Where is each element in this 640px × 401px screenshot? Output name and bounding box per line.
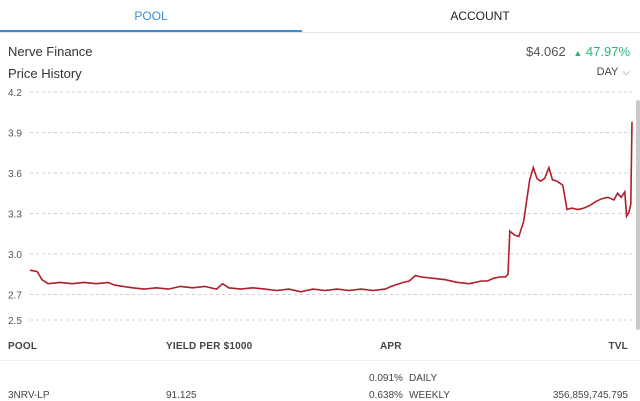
apr-weekly-label: WEEKLY <box>409 390 450 401</box>
tvl-value: 356,859,745.795 <box>552 390 628 401</box>
chart-subtitle: Price History <box>8 66 82 81</box>
y-tick-label: 3.3 <box>8 210 22 221</box>
token-name: Nerve Finance <box>8 44 93 59</box>
chevron-down-icon: ⌵ <box>622 67 630 78</box>
y-tick-label: 3.9 <box>8 129 22 140</box>
price-chart: 4.2 3.9 3.6 3.3 3.0 2.7 2.5 <box>8 88 633 327</box>
pool-name: 3NRV-LP <box>8 390 50 401</box>
y-tick-label: 3.6 <box>8 169 22 180</box>
column-header-pool[interactable]: POOL <box>8 341 38 352</box>
grid-lines <box>30 91 632 321</box>
apr-daily-label: DAILY <box>409 373 438 384</box>
chart-header: Price History DAY ⌵ <box>8 66 630 84</box>
column-header-tvl[interactable]: TVL <box>608 341 628 352</box>
tab-bar: POOL ACCOUNT <box>0 0 640 33</box>
apr-daily-value: 0.091% <box>369 373 403 384</box>
y-axis-ticks: 4.2 3.9 3.6 3.3 3.0 2.7 2.5 <box>8 88 22 327</box>
price-change: 47.97% <box>585 44 630 59</box>
series-line <box>29 121 633 293</box>
column-header-apr[interactable]: APR <box>380 341 402 352</box>
y-tick-label: 4.2 <box>8 88 22 99</box>
period-select[interactable]: DAY ⌵ <box>597 66 630 78</box>
triangle-up-icon: ▲ <box>573 48 583 58</box>
tab-pool[interactable]: POOL <box>0 0 302 32</box>
column-header-yield[interactable]: YIELD PER $1000 <box>166 341 253 352</box>
token-price: $4.062 <box>525 44 566 59</box>
y-tick-label: 3.0 <box>8 250 22 261</box>
yield-value: 91.125 <box>166 390 197 401</box>
y-tick-label: 2.7 <box>8 291 22 302</box>
token-header: Nerve Finance $4.062 ▲ 47.97% <box>8 44 630 62</box>
apr-weekly-value: 0.638% <box>369 390 403 401</box>
table-header: POOL YIELD PER $1000 APR TVL <box>0 336 640 361</box>
price-summary: $4.062 ▲ 47.97% <box>526 44 630 59</box>
y-tick-label: 2.5 <box>8 316 22 327</box>
tab-account[interactable]: ACCOUNT <box>450 9 510 23</box>
scrollbar[interactable] <box>636 100 640 330</box>
period-label: DAY <box>596 66 619 78</box>
